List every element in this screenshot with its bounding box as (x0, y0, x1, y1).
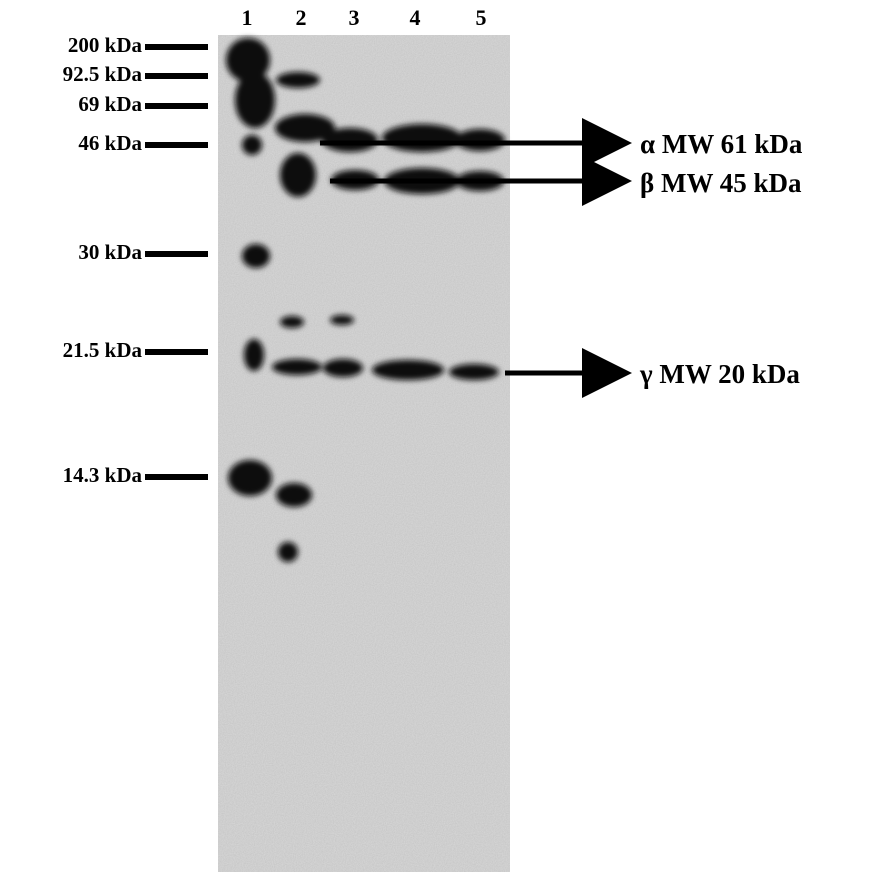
marker-label: 46 kDa (78, 131, 142, 155)
subunit-labels: α MW 61 kDa β MW 45 kDa γ MW 20 kDa (639, 129, 803, 389)
lane-label: 1 (242, 5, 253, 30)
marker-label: 200 kDa (68, 33, 143, 57)
subunit-label: β MW 45 kDa (640, 168, 802, 198)
lane-labels: 1 2 3 4 5 (242, 5, 487, 30)
marker-bars (145, 44, 208, 480)
marker-label: 69 kDa (78, 92, 142, 116)
lane-label: 2 (296, 5, 307, 30)
gel-noise (218, 35, 510, 872)
lane-label: 4 (410, 5, 421, 30)
subunit-label: γ MW 20 kDa (639, 359, 800, 389)
arrows (320, 118, 632, 398)
marker-labels: 200 kDa 92.5 kDa 69 kDa 46 kDa 30 kDa 21… (63, 33, 143, 487)
lane-label: 3 (349, 5, 360, 30)
marker-label: 92.5 kDa (63, 62, 143, 86)
subunit-label: α MW 61 kDa (640, 129, 803, 159)
lane-label: 5 (476, 5, 487, 30)
marker-label: 30 kDa (78, 240, 142, 264)
marker-label: 14.3 kDa (63, 463, 143, 487)
marker-label: 21.5 kDa (63, 338, 143, 362)
